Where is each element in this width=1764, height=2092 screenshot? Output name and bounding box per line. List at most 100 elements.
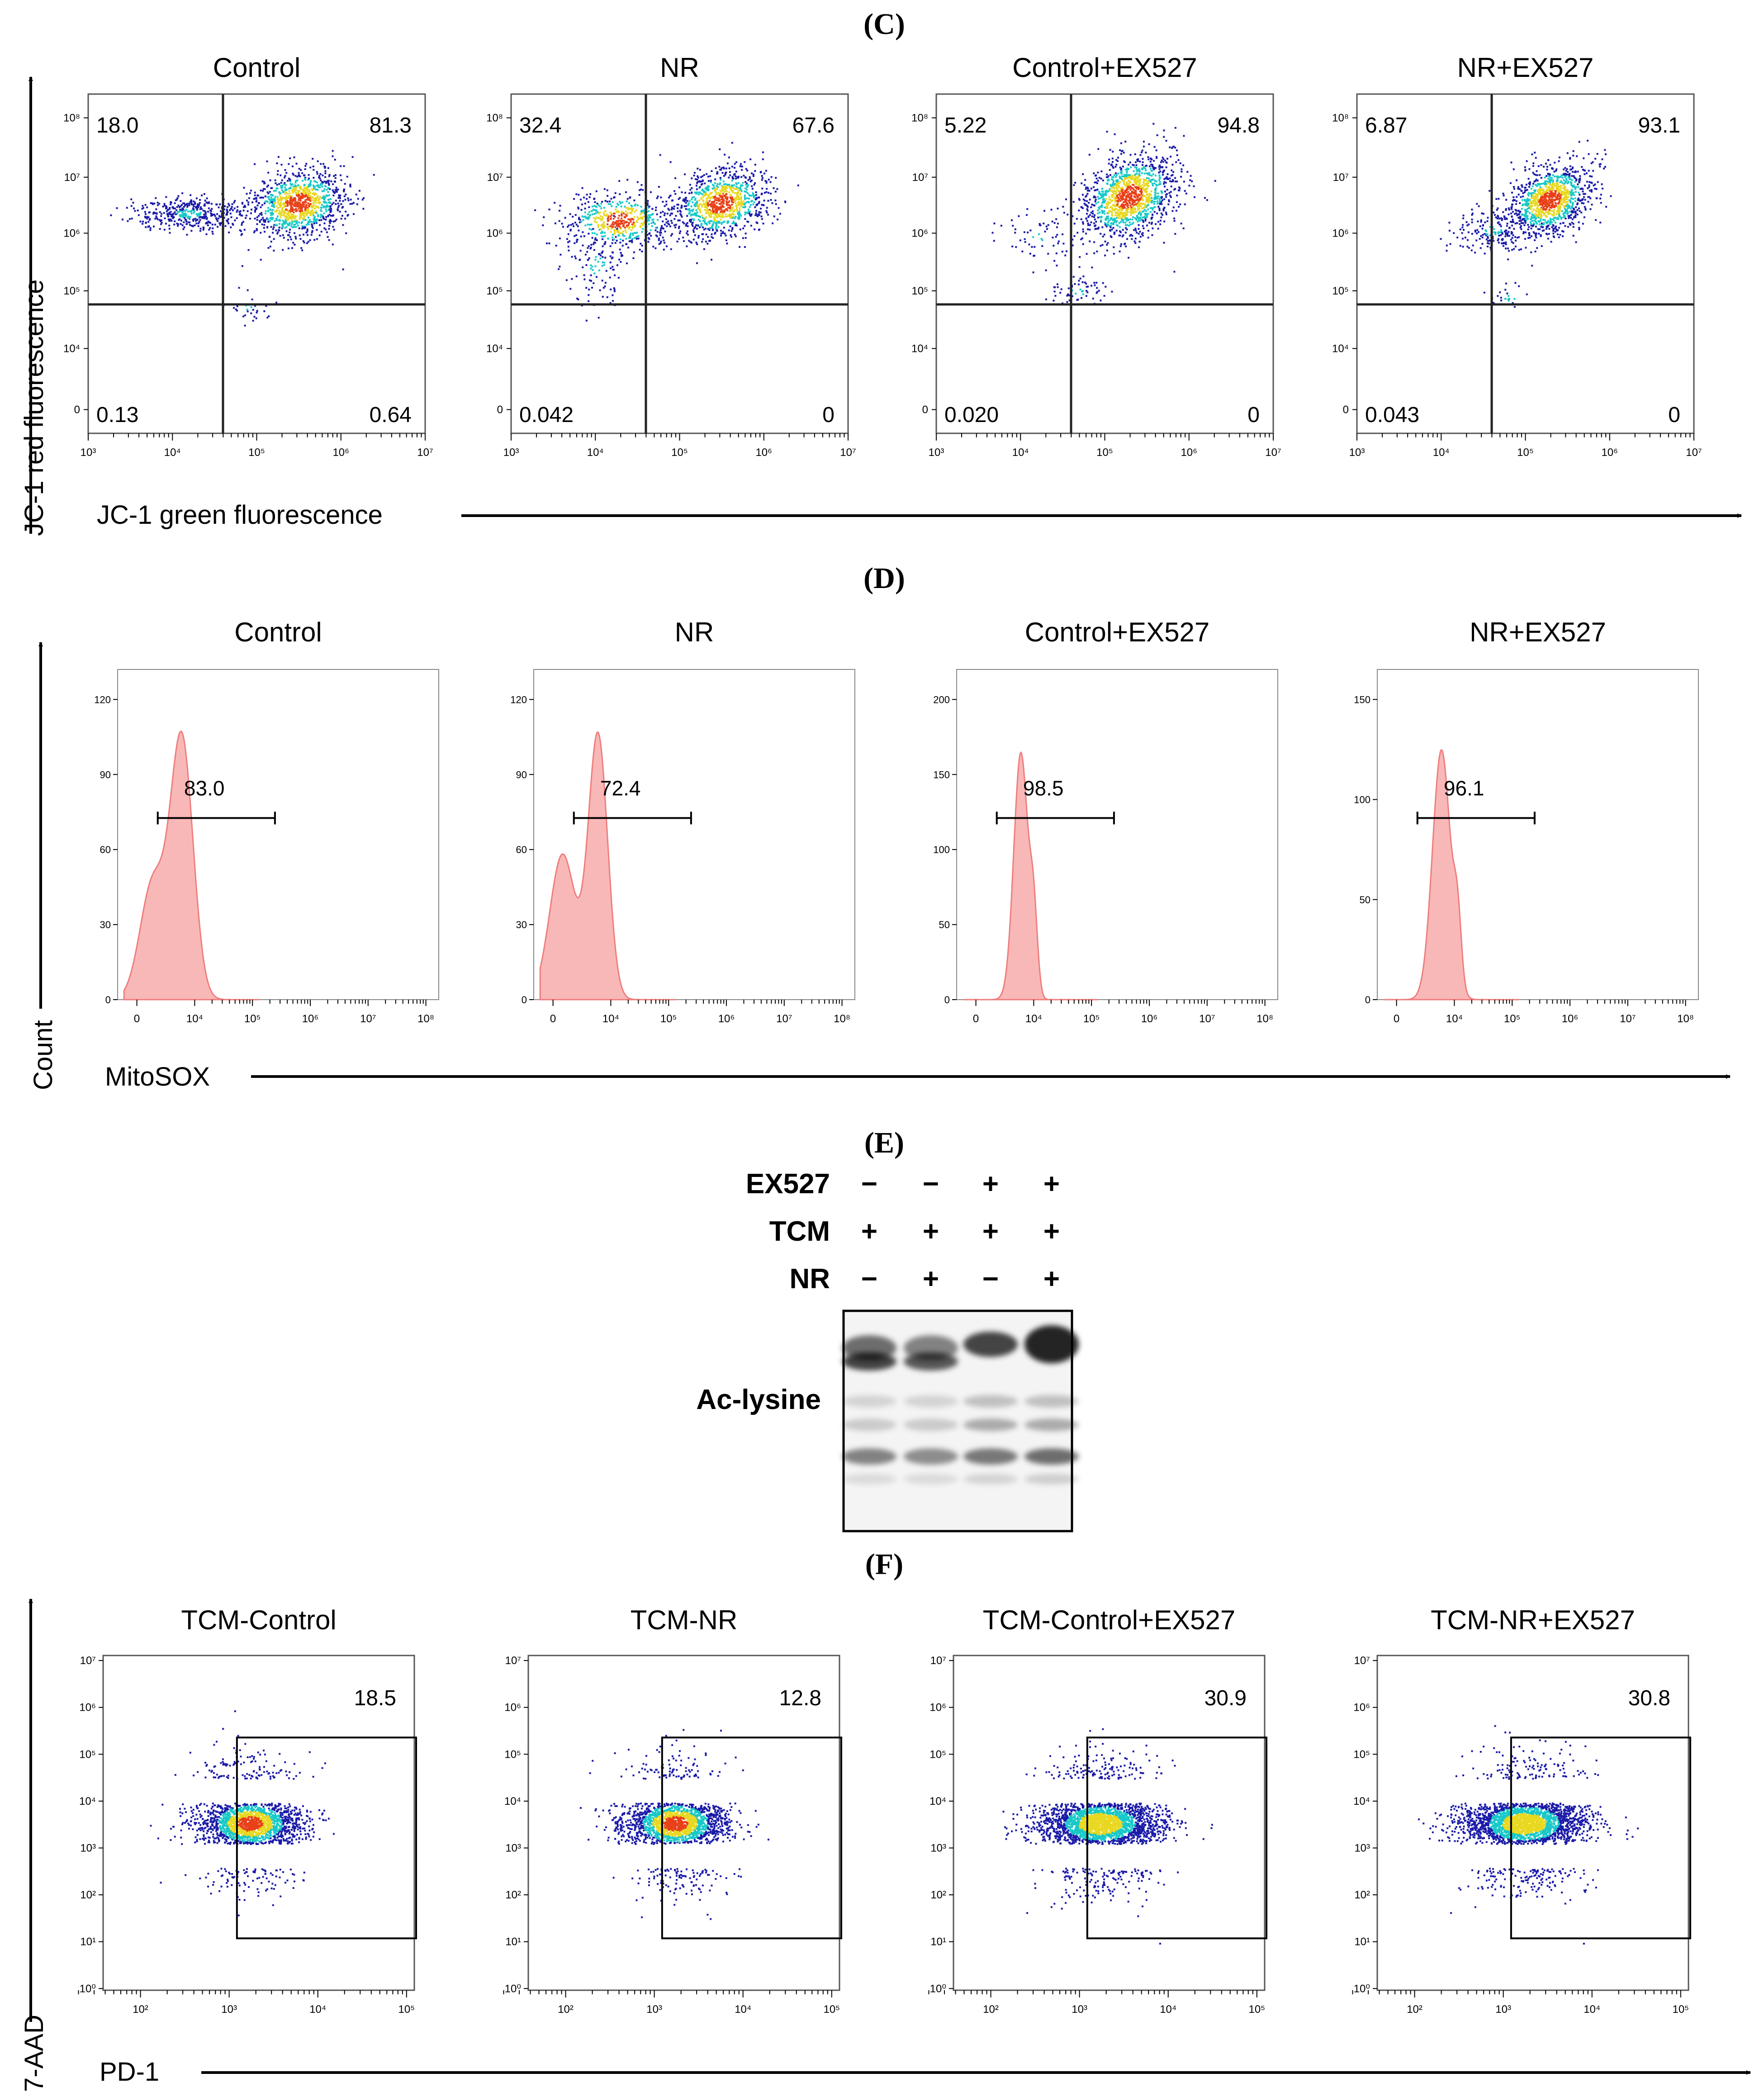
c-dot (270, 209, 272, 211)
c-dot (1146, 190, 1148, 193)
c-dot (192, 220, 194, 222)
c-dot (247, 201, 250, 204)
c-dot (1111, 161, 1114, 163)
c-dot (268, 315, 270, 318)
c-dot (1544, 181, 1546, 183)
c-dot (689, 241, 692, 243)
c-dot (1132, 187, 1134, 190)
c-dot (238, 211, 241, 213)
c-dot (1148, 172, 1150, 174)
c-dot (744, 161, 746, 163)
c-dot (603, 207, 605, 209)
c-dot (1147, 200, 1149, 203)
c-dot (1525, 184, 1527, 186)
c-dot (648, 238, 650, 240)
c-dot (622, 235, 625, 237)
c-dot (706, 223, 708, 226)
c-dot (241, 222, 243, 224)
c-dot (722, 193, 724, 195)
c-dot (181, 209, 183, 211)
c-dot (735, 183, 738, 185)
c-dot (1179, 162, 1181, 164)
c-dot (710, 205, 712, 208)
c-dot (298, 190, 300, 193)
c-dot (651, 219, 654, 221)
c-dot (1130, 234, 1132, 236)
c-dot (1114, 205, 1116, 207)
c-dot (721, 214, 723, 216)
c-dot (1107, 175, 1110, 177)
c-dot (1110, 163, 1113, 166)
c-dot (598, 269, 600, 271)
c-dot (272, 232, 274, 234)
c-dot (303, 188, 305, 190)
c-dot (697, 207, 699, 209)
c-dot (1119, 245, 1122, 247)
c-dot (1144, 179, 1147, 181)
c-dot (610, 288, 612, 290)
c-dot (1154, 206, 1156, 209)
c-dot (741, 166, 743, 168)
c-dot (1151, 199, 1153, 202)
c-dot (664, 212, 666, 214)
c-dot (1142, 232, 1144, 234)
c-dot (697, 181, 699, 183)
c-dot (1119, 231, 1122, 233)
c-dot (334, 220, 337, 222)
c-dot (744, 213, 746, 216)
c-dot (265, 305, 267, 307)
c-dot (315, 193, 317, 195)
c-dot (1110, 199, 1112, 202)
c-dot (1038, 233, 1040, 235)
c-dot (1191, 180, 1193, 182)
c-dot (1124, 177, 1126, 179)
c-dot (246, 308, 248, 311)
c-dot (1064, 254, 1067, 256)
c-dot (1111, 199, 1114, 202)
c-dot (1113, 232, 1115, 234)
c-dot (682, 221, 684, 223)
c-dot (602, 223, 604, 226)
c-dot (628, 218, 631, 221)
c-dot (267, 247, 270, 249)
c-dot (180, 219, 182, 222)
c-dot (1072, 215, 1074, 217)
c-dot (735, 161, 738, 163)
c-dot (1115, 217, 1118, 219)
c-dot (726, 196, 729, 198)
c-dot (1138, 224, 1140, 226)
c-dot (706, 206, 708, 208)
c-dot (287, 212, 289, 214)
c-dot (1141, 198, 1143, 200)
c-dot (269, 200, 271, 202)
c-dot (163, 212, 165, 214)
c-dot (1140, 196, 1143, 199)
c-dot (719, 200, 721, 202)
c-dot (1138, 187, 1140, 190)
c-dot (1029, 229, 1032, 232)
c-dot (738, 203, 740, 205)
c-dot (325, 216, 327, 218)
c-dot (747, 201, 749, 203)
c-dot (316, 229, 318, 231)
c-dot (299, 198, 302, 200)
c-dot (685, 224, 687, 227)
c-dot (740, 196, 742, 198)
c-dot (320, 219, 322, 221)
c-dot (326, 202, 328, 204)
c-dot (734, 197, 736, 199)
c-dot (730, 236, 732, 238)
c-dot (197, 225, 199, 227)
c-dot (612, 223, 615, 226)
c-dot (1087, 222, 1089, 224)
c-dot (1135, 161, 1137, 163)
c-dot (1143, 145, 1145, 147)
c-dot (1135, 218, 1138, 221)
c-dot (270, 217, 273, 219)
c-dot (589, 247, 592, 250)
c-dot (318, 219, 320, 221)
c-dot (1080, 218, 1082, 220)
c-dot (733, 213, 735, 216)
c-dot (740, 199, 742, 201)
